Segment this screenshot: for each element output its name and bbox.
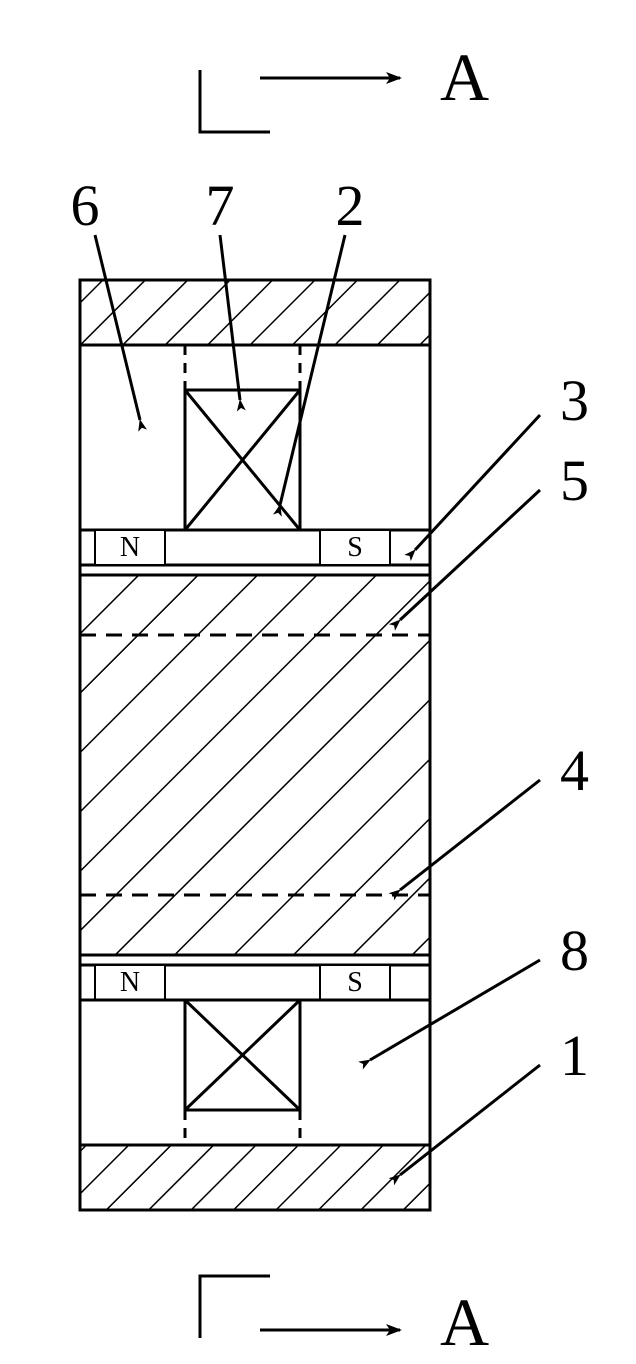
upper-magnet-N: N bbox=[120, 532, 140, 563]
lower-magnet-strip: N S bbox=[80, 965, 430, 1000]
section-label-bottom: A bbox=[440, 1284, 489, 1360]
upper-magnet-S: S bbox=[347, 532, 363, 563]
section-label-top: A bbox=[440, 39, 489, 115]
svg-text:7: 7 bbox=[206, 173, 235, 238]
section-marker-bottom: A bbox=[200, 1276, 489, 1360]
svg-text:4: 4 bbox=[560, 738, 589, 803]
svg-text:5: 5 bbox=[560, 448, 589, 513]
section-marker-top: A bbox=[200, 39, 489, 132]
svg-text:6: 6 bbox=[71, 173, 100, 238]
svg-text:8: 8 bbox=[560, 918, 589, 983]
svg-text:1: 1 bbox=[560, 1023, 589, 1088]
center-core bbox=[80, 575, 430, 955]
svg-text:2: 2 bbox=[336, 173, 365, 238]
top-casing-hatch bbox=[80, 280, 430, 345]
svg-text:3: 3 bbox=[560, 368, 589, 433]
lower-magnet-N: N bbox=[120, 967, 140, 998]
bottom-casing-hatch bbox=[80, 1145, 430, 1210]
upper-magnet-strip: N S bbox=[80, 530, 430, 565]
lower-magnet-S: S bbox=[347, 967, 363, 998]
